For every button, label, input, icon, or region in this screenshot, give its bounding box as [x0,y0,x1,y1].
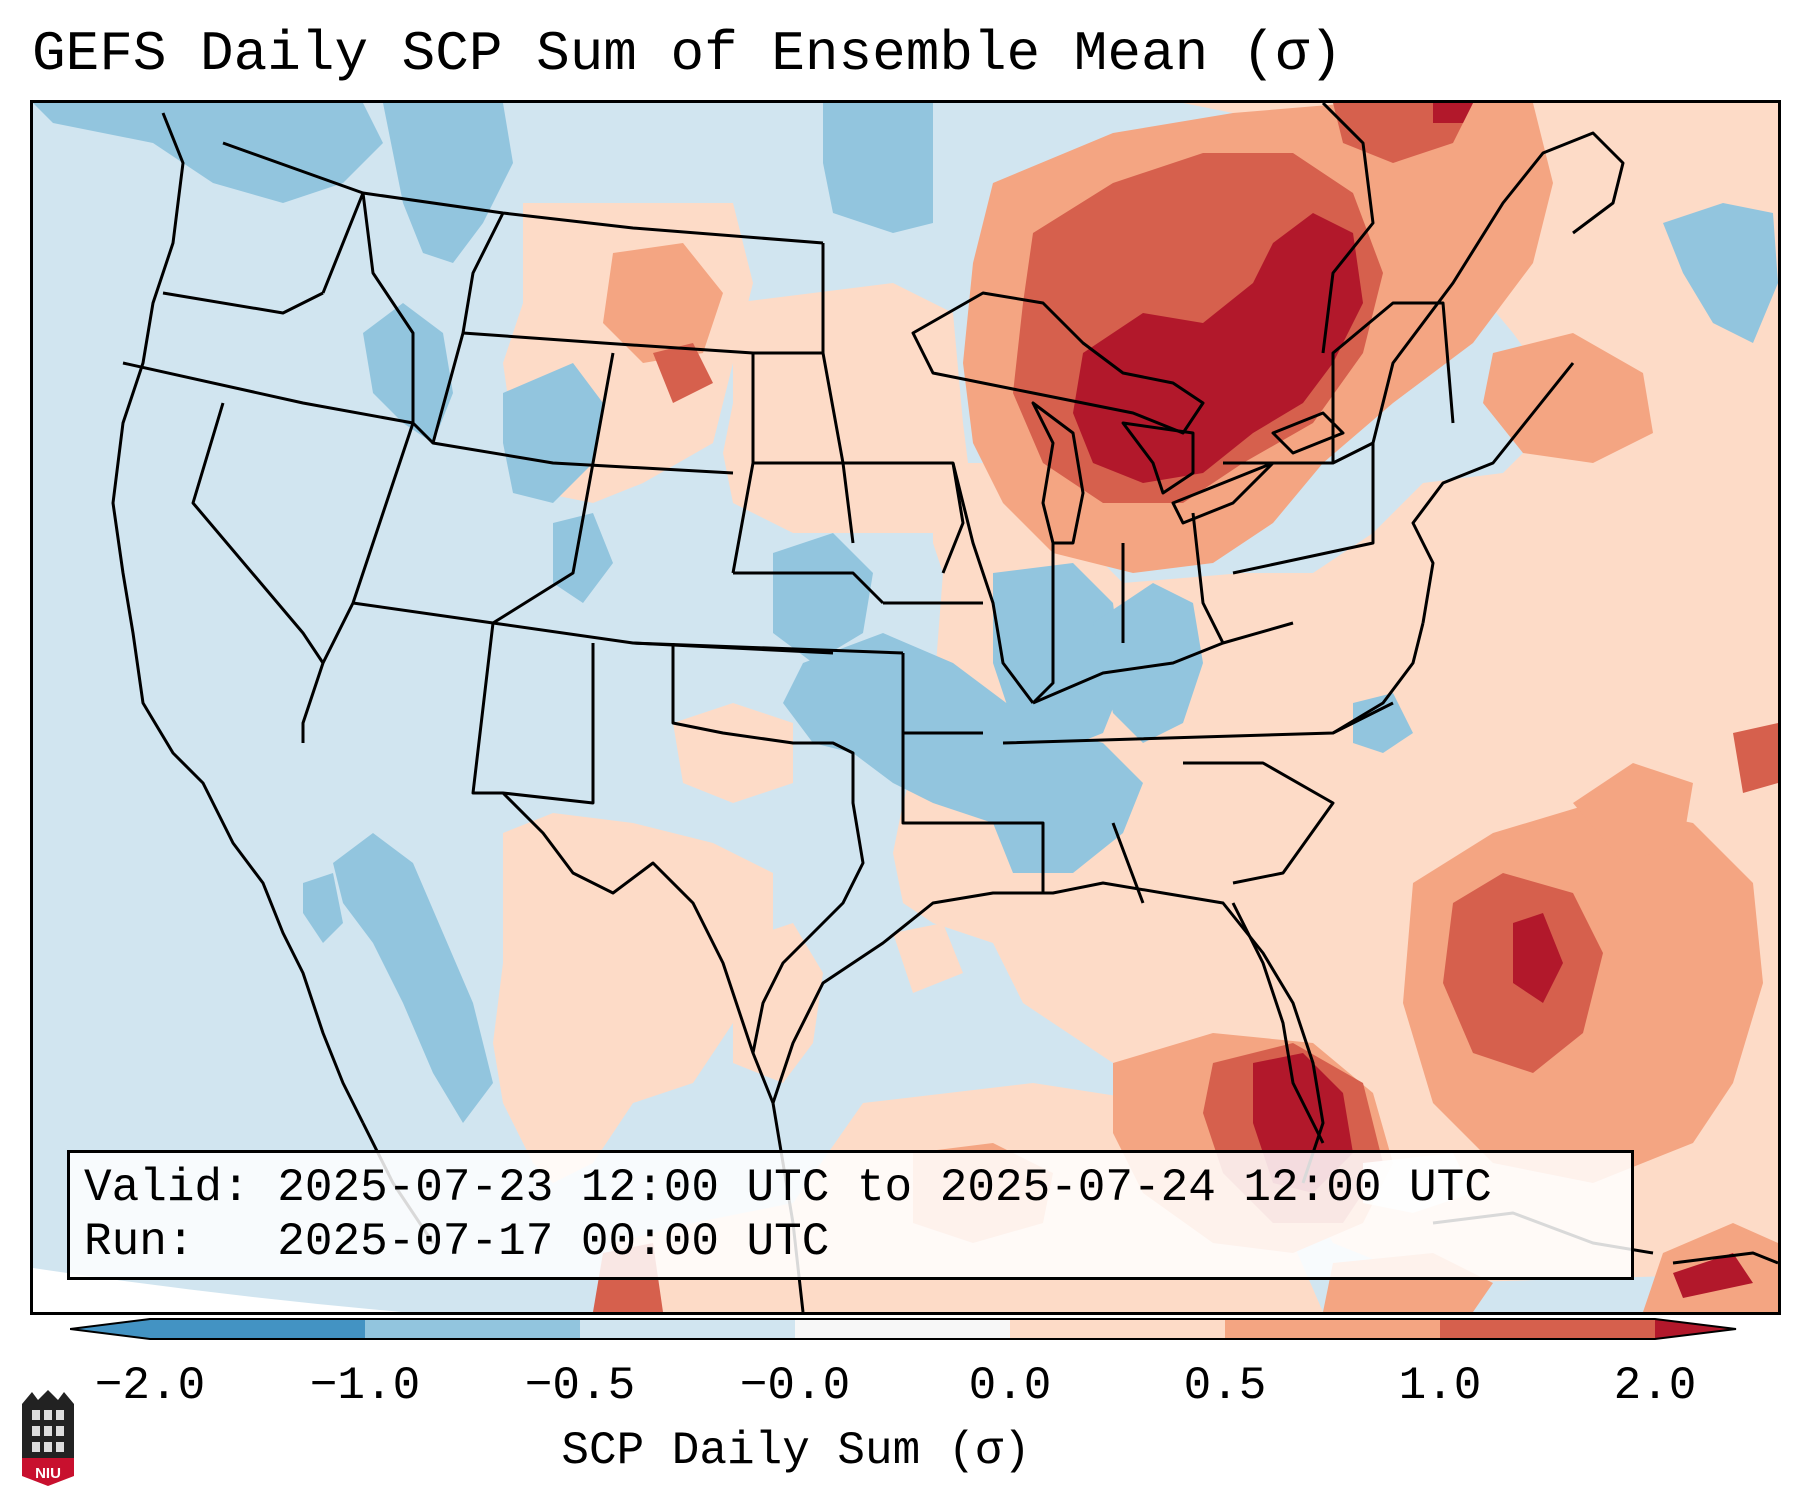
lake-huron [1121,421,1195,495]
pacific-coast [111,112,365,1124]
kansas-north [733,571,885,605]
valid-range: 2025-07-23 12:00 UTC to 2025-07-24 12:00… [277,1162,1492,1214]
colorbar-segment [795,1319,1010,1339]
projection-edge-sw [33,1268,402,1312]
valid-run-info-box: Valid: 2025-07-23 12:00 UTC to 2025-07-2… [67,1150,1634,1280]
oklahoma-north [632,641,904,655]
texas-east-border [671,643,865,1104]
logo-shield [22,1458,74,1486]
anomaly-map [30,100,1781,1315]
colorbar-tick-label: 1.0 [1398,1360,1482,1412]
colorbar-extend-high [1655,1319,1736,1339]
lake-ontario [1271,411,1345,455]
wa-or-border [162,291,324,315]
run-time: 2025-07-17 00:00 UTC [277,1216,830,1268]
atlantic-coast-north [1411,362,1575,624]
colorbar [70,1318,1737,1340]
lake-erie [1171,461,1275,525]
colorbar-tick-label: 2.0 [1613,1360,1697,1412]
map-title: GEFS Daily SCP Sum of Ensemble Mean (σ) [32,22,1343,86]
tower-icon [22,1390,74,1458]
montana-south-border [461,212,823,355]
colorbar-segment [1440,1319,1655,1339]
map-canvas [33,103,1778,1312]
niu-logo: NIU [22,1390,74,1486]
wyoming-south-border [431,332,734,475]
quebec-ontario-line [1321,103,1375,354]
colorbar-extend-low [70,1319,150,1339]
atlantic-coast-mid [1332,622,1425,735]
colorbar-tick-label: 0.0 [968,1360,1052,1412]
colorbar-segment [1225,1319,1440,1339]
colorbar-tick-label: −1.0 [309,1360,421,1412]
colorbar-tick-label: −0.5 [524,1360,636,1412]
lake-superior [911,291,1205,435]
logo-text: NIU [35,1465,61,1482]
colorbar-tick-label: −0.0 [739,1360,851,1412]
iowa-border [853,461,965,574]
ohio-east [1191,512,1225,644]
lake-michigan [1031,401,1085,545]
texas-west-border [501,791,755,1054]
colorado-utah-line [492,352,615,625]
ohio-river [1032,621,1294,705]
new-york-border [1331,301,1455,463]
colorbar-segment [1010,1319,1225,1339]
colorbar-outline [70,1318,1737,1340]
or-ca-border [122,361,414,425]
run-label: Run: [84,1216,195,1268]
gulf-coast [771,881,1325,1184]
mississippi-river-line [951,462,1035,704]
florida-east [1231,902,1325,1144]
colorbar-segment [365,1319,580,1339]
new-england-coast [1371,131,1625,444]
colorbar-tick-label: 0.5 [1183,1360,1267,1412]
valid-label: Valid: [84,1162,250,1214]
tower-windows [32,1410,64,1452]
minnesota-west-border [821,243,855,544]
colorbar-segment [580,1319,795,1339]
alabama-georgia [1111,822,1145,904]
colorbar-label: SCP Daily Sum (σ) [561,1425,1031,1477]
south-carolina [1183,761,1335,885]
colorbar-segment [150,1319,365,1339]
mississippi-alabama [983,821,1045,893]
ca-nv-border [191,402,325,664]
colorbar-tick-label: −2.0 [94,1360,206,1412]
negative-regions [33,103,1778,1123]
hispaniola-outline [1672,1251,1778,1265]
indiana-west [1031,543,1055,705]
idaho-border [321,191,435,445]
arkansas-border [901,733,983,825]
nv-border [301,422,415,743]
